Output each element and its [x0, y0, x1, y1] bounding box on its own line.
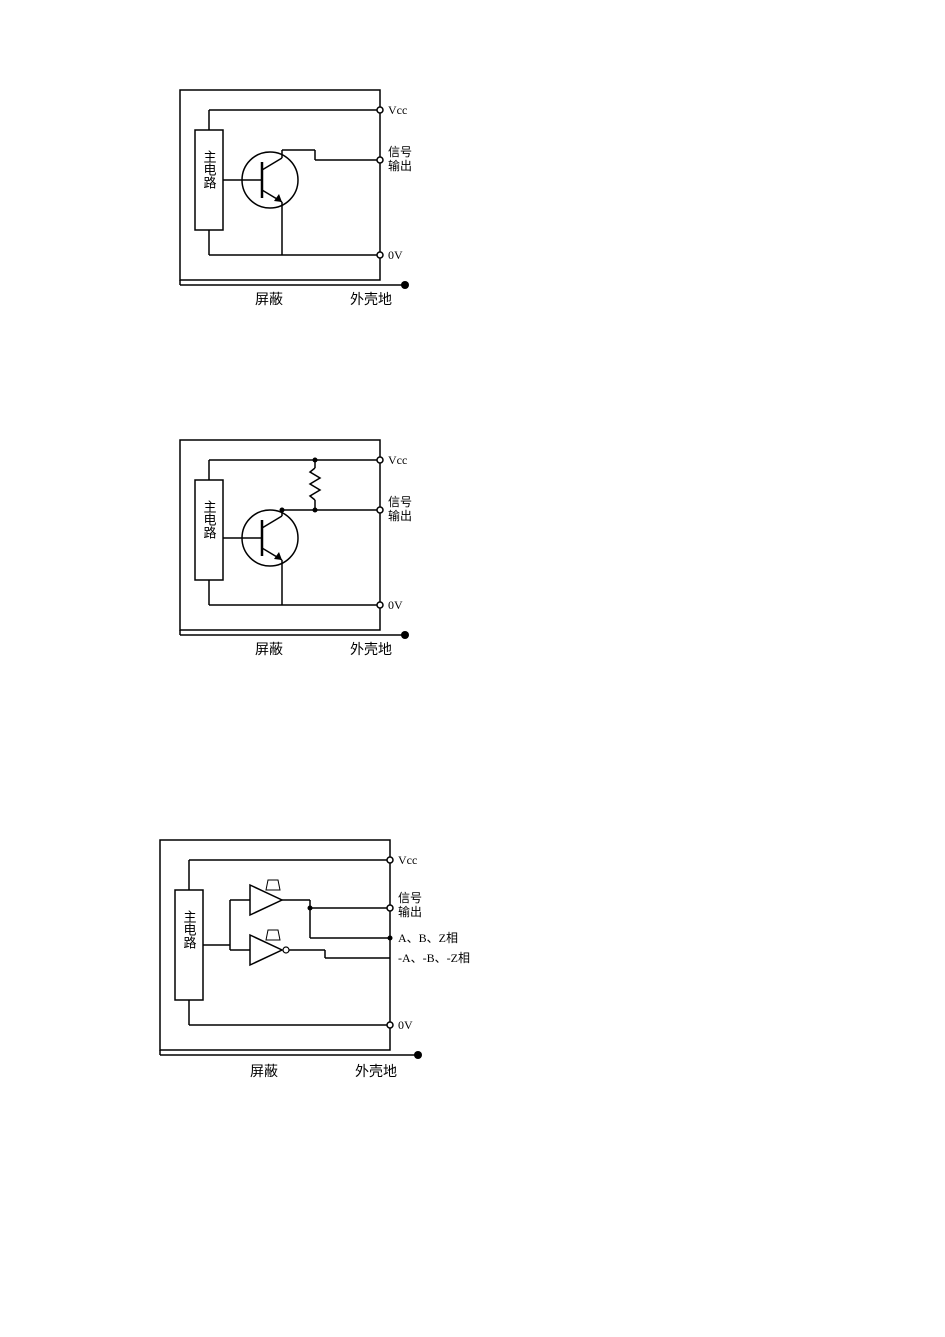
signal-label-line2: 输出: [398, 904, 422, 919]
terminal-signal: [377, 507, 383, 513]
terminal-signal: [387, 905, 393, 911]
terminal-ground: [401, 631, 409, 639]
terminal-0v: [377, 252, 383, 258]
shell-ground-label: 外壳地: [355, 1063, 397, 1080]
phase-pos-label: A、B、Z相: [398, 931, 458, 945]
shield-label: 屏蔽: [255, 642, 283, 658]
junction-dot: [313, 508, 318, 513]
diagram-pullup: 主电路: [170, 430, 470, 690]
main-circuit-label: 主电路: [182, 910, 197, 949]
driver-flag-icon: [266, 880, 280, 890]
wire: [262, 158, 282, 170]
main-circuit-label: 主电路: [202, 500, 217, 539]
diagram-open-collector: 主电路: [170, 80, 470, 340]
driver-flag-icon: [266, 930, 280, 940]
terminal-ground: [414, 1051, 422, 1059]
terminal-vcc: [377, 457, 383, 463]
diagram-differential: 主电路: [150, 830, 530, 1130]
terminal-signal: [377, 157, 383, 163]
vcc-label: Vcc: [398, 853, 417, 867]
junction-dot: [308, 906, 313, 911]
shield-label: 屏蔽: [250, 1064, 278, 1080]
signal-label-line2: 输出: [388, 158, 412, 173]
shell-ground-label: 外壳地: [350, 641, 392, 658]
zero-v-label: 0V: [388, 248, 403, 262]
resistor-icon: [310, 468, 320, 500]
junction-dot: [313, 458, 318, 463]
page: 主电路: [0, 0, 945, 1337]
vcc-label: Vcc: [388, 453, 407, 467]
terminal-vcc: [387, 857, 393, 863]
junction-dot: [280, 508, 285, 513]
zero-v-label: 0V: [398, 1018, 413, 1032]
shield-label: 屏蔽: [255, 292, 283, 308]
signal-label-line1: 信号: [388, 145, 412, 159]
signal-label-line2: 输出: [388, 508, 412, 523]
wire: [262, 516, 282, 528]
vcc-label: Vcc: [388, 103, 407, 117]
terminal-0v: [387, 1022, 393, 1028]
shell-ground-label: 外壳地: [350, 291, 392, 308]
terminal-ground: [401, 281, 409, 289]
zero-v-label: 0V: [388, 598, 403, 612]
phase-neg-label: -A、-B、-Z相: [398, 951, 470, 965]
terminal-vcc: [377, 107, 383, 113]
terminal-0v: [377, 602, 383, 608]
junction-dot: [388, 936, 393, 941]
main-circuit-label: 主电路: [202, 150, 217, 189]
signal-label-line1: 信号: [388, 495, 412, 509]
inverter-bubble-icon: [283, 947, 289, 953]
signal-label-line1: 信号: [398, 891, 422, 905]
